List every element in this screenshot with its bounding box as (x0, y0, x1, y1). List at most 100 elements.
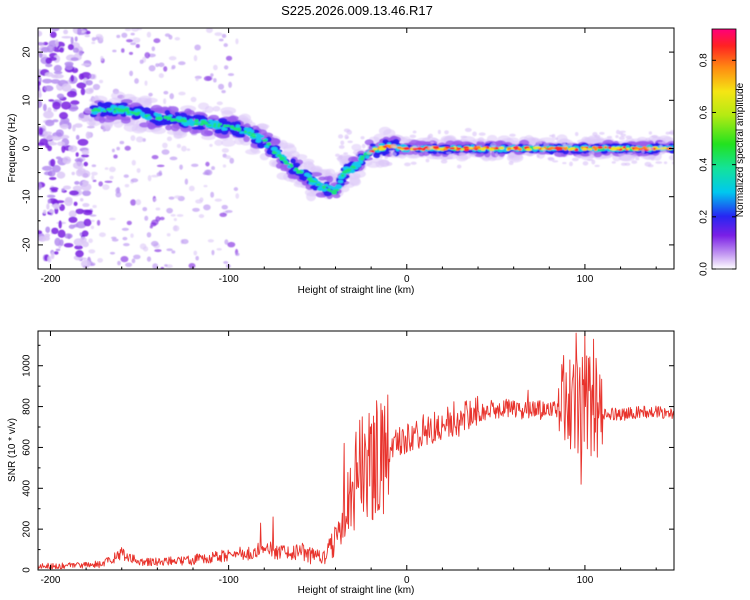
noise-blob (205, 28, 213, 34)
noise-blob (139, 243, 147, 250)
noise-blob (38, 30, 43, 37)
noise-blob (221, 148, 230, 153)
noise-blob (203, 204, 211, 211)
ridge-blob (243, 135, 250, 143)
ridge-blob (217, 123, 223, 126)
noise-blob (125, 262, 133, 267)
noise-blob (75, 152, 79, 157)
ridge-core (587, 148, 593, 151)
noise-blob (144, 80, 148, 86)
haze-blob (542, 148, 546, 152)
haze-blob (366, 151, 373, 155)
haze-blob (342, 161, 346, 165)
snr-ytick-label: 400 (22, 480, 33, 497)
ridge-blob (318, 176, 327, 181)
snr-series-line (38, 332, 674, 570)
ridge-core (372, 147, 378, 151)
noise-blob (75, 250, 84, 258)
noise-blob (225, 210, 233, 213)
noise-blob (154, 249, 162, 253)
noise-blob (70, 100, 80, 105)
haze-blob (648, 154, 655, 160)
haze-blob (430, 141, 434, 144)
ridge-blob (266, 142, 272, 146)
noise-blob (74, 123, 83, 128)
ridge-blob (120, 116, 131, 122)
ridge-core (404, 146, 409, 150)
snr-ytick-label: 1000 (22, 354, 33, 377)
noise-blob (88, 87, 95, 93)
noise-blob (51, 227, 59, 235)
noise-blob (156, 172, 163, 177)
ridge-blob (124, 107, 130, 111)
ridge-blob (163, 115, 168, 119)
noise-blob (70, 57, 79, 62)
ridge-blob (233, 127, 237, 131)
haze-blob (588, 150, 595, 156)
haze-blob (641, 148, 645, 154)
noise-blob (77, 138, 89, 146)
haze-blob (562, 162, 567, 165)
ridge-blob (102, 110, 107, 113)
noise-blob (126, 39, 134, 43)
noise-blob (74, 36, 78, 42)
ridge-blob (168, 114, 173, 117)
noise-blob (48, 209, 55, 213)
ridge-blob (279, 157, 285, 161)
noise-blob (130, 32, 135, 36)
ridge-core (476, 145, 481, 149)
spectrogram-ytick-label: -20 (22, 237, 33, 252)
noise-blob (135, 199, 142, 206)
ridge-blob (264, 144, 270, 149)
haze-blob (338, 145, 345, 149)
noise-blob (155, 216, 161, 222)
spectrogram-ytick-label: -10 (22, 189, 33, 204)
ridge-blob (556, 134, 568, 144)
noise-blob (163, 90, 169, 95)
noise-blob (188, 262, 196, 269)
haze-blob (526, 152, 534, 157)
ridge-blob (279, 142, 295, 149)
haze-blob (615, 135, 619, 139)
ridge-blob (207, 119, 214, 123)
noise-blob (212, 105, 221, 112)
noise-blob (72, 124, 76, 132)
haze-blob (611, 161, 616, 164)
ridge-blob (251, 133, 256, 136)
ridge-core (554, 146, 561, 150)
noise-blob (40, 46, 50, 53)
ridge-core (396, 146, 402, 149)
spectrogram-xlabel: Height of straight line (km) (298, 285, 415, 296)
haze-blob (618, 153, 625, 157)
haze-blob (625, 135, 633, 139)
noise-blob (98, 35, 104, 41)
noise-blob (57, 229, 66, 238)
haze-blob (360, 136, 365, 140)
noise-blob (38, 127, 44, 136)
noise-blob (81, 63, 91, 67)
noise-blob (168, 56, 177, 61)
ridge-blob (203, 121, 209, 125)
noise-blob (209, 143, 213, 147)
haze-blob (566, 142, 574, 147)
ridge-core (494, 146, 499, 150)
noise-blob (224, 239, 229, 245)
noise-blob (81, 154, 90, 158)
haze-blob (606, 135, 613, 139)
colorbar-tick-label: 0.8 (699, 53, 710, 67)
noise-blob (81, 149, 90, 155)
ridge-blob (253, 133, 261, 136)
noise-blob (74, 245, 83, 250)
colorbar-ticks: 0.0 0.2 0.4 0.6 0.8 (699, 53, 736, 276)
noise-blob (193, 250, 198, 256)
haze-blob (446, 156, 453, 160)
noise-blob (38, 235, 47, 242)
ridge-blob (312, 187, 318, 191)
noise-blob (42, 41, 49, 46)
noise-blob (42, 78, 53, 84)
ridge-blob (304, 172, 310, 177)
noise-blob (144, 52, 151, 59)
noise-blob (130, 178, 139, 183)
haze-blob (361, 143, 366, 149)
